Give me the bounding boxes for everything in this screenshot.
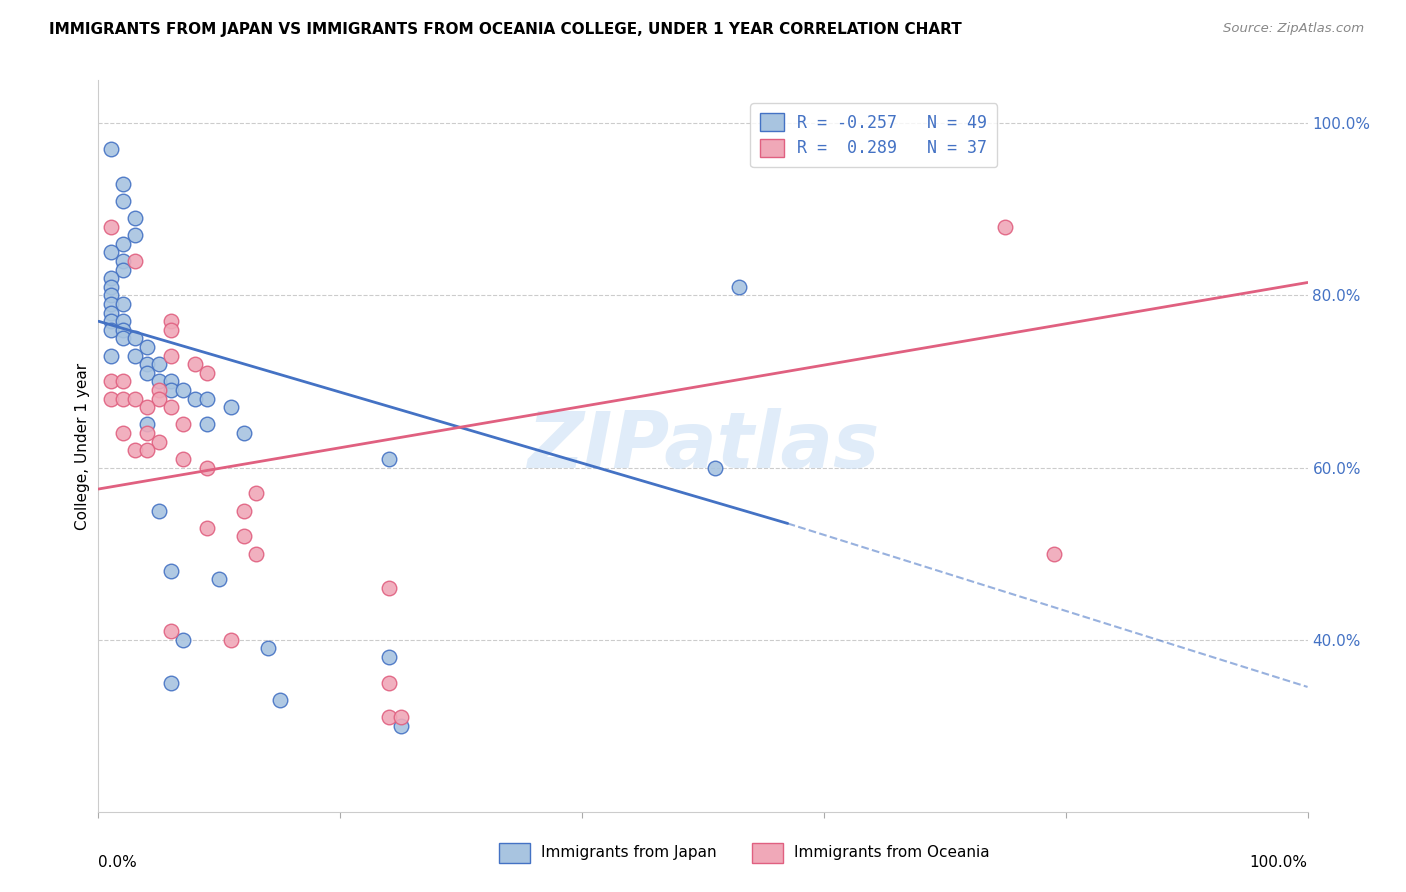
Point: [135, 417, 157, 432]
Point: [221, 632, 243, 647]
Point: [195, 521, 218, 535]
Point: [377, 710, 399, 724]
Point: [245, 486, 267, 500]
Point: [148, 503, 170, 517]
Point: [135, 340, 157, 354]
Point: [135, 443, 157, 458]
Point: [208, 573, 231, 587]
Point: [111, 254, 134, 268]
Point: [160, 323, 183, 337]
Point: [160, 624, 183, 638]
Point: [148, 375, 170, 389]
Point: [135, 366, 157, 380]
Point: [124, 254, 146, 268]
Point: [994, 219, 1017, 234]
Point: [269, 693, 291, 707]
Point: [704, 460, 727, 475]
Point: [135, 357, 157, 371]
Point: [111, 297, 134, 311]
Point: [148, 434, 170, 449]
Point: [232, 503, 254, 517]
Point: [124, 211, 146, 225]
Point: [124, 392, 146, 406]
Point: [111, 392, 134, 406]
Point: [111, 262, 134, 277]
Point: [377, 451, 399, 466]
Point: [184, 357, 207, 371]
Point: [245, 547, 267, 561]
Point: [111, 331, 134, 345]
Point: [377, 581, 399, 595]
Point: [124, 349, 146, 363]
Legend: R = -0.257   N = 49, R =  0.289   N = 37: R = -0.257 N = 49, R = 0.289 N = 37: [751, 103, 997, 167]
Point: [377, 649, 399, 664]
Y-axis label: College, Under 1 year: College, Under 1 year: [75, 362, 90, 530]
Point: [100, 323, 122, 337]
Text: ZIPatlas: ZIPatlas: [527, 408, 879, 484]
Point: [100, 219, 122, 234]
Point: [111, 375, 134, 389]
Point: [111, 194, 134, 208]
Point: [389, 719, 412, 733]
Point: [148, 383, 170, 397]
Point: [195, 460, 218, 475]
Point: [111, 314, 134, 328]
Point: [160, 401, 183, 415]
Point: [160, 314, 183, 328]
Point: [100, 288, 122, 302]
Point: [111, 426, 134, 441]
Point: [100, 392, 122, 406]
Point: [100, 375, 122, 389]
Point: [100, 297, 122, 311]
Point: [728, 280, 751, 294]
Point: [172, 632, 194, 647]
Point: [111, 236, 134, 251]
Point: [100, 305, 122, 319]
Point: [232, 529, 254, 543]
Point: [148, 357, 170, 371]
Point: [160, 675, 183, 690]
Point: [111, 177, 134, 191]
Text: 100.0%: 100.0%: [1250, 855, 1308, 870]
Point: [377, 675, 399, 690]
Point: [124, 228, 146, 243]
Point: [232, 426, 254, 441]
Point: [172, 383, 194, 397]
Point: [195, 392, 218, 406]
Point: [172, 417, 194, 432]
Point: [100, 245, 122, 260]
Point: [1042, 547, 1064, 561]
Text: Source: ZipAtlas.com: Source: ZipAtlas.com: [1223, 22, 1364, 36]
Point: [100, 314, 122, 328]
Point: [160, 375, 183, 389]
Text: IMMIGRANTS FROM JAPAN VS IMMIGRANTS FROM OCEANIA COLLEGE, UNDER 1 YEAR CORRELATI: IMMIGRANTS FROM JAPAN VS IMMIGRANTS FROM…: [49, 22, 962, 37]
Point: [256, 641, 278, 656]
Point: [148, 392, 170, 406]
Text: Immigrants from Oceania: Immigrants from Oceania: [794, 846, 990, 860]
Point: [100, 271, 122, 285]
Point: [160, 383, 183, 397]
Point: [160, 349, 183, 363]
Point: [221, 401, 243, 415]
Point: [135, 401, 157, 415]
Point: [195, 366, 218, 380]
Point: [135, 426, 157, 441]
Point: [100, 142, 122, 156]
Point: [195, 417, 218, 432]
Point: [184, 392, 207, 406]
Point: [100, 349, 122, 363]
Point: [389, 710, 412, 724]
Point: [172, 451, 194, 466]
Point: [111, 323, 134, 337]
Text: 0.0%: 0.0%: [98, 855, 138, 870]
Point: [100, 280, 122, 294]
Text: Immigrants from Japan: Immigrants from Japan: [541, 846, 717, 860]
Point: [124, 331, 146, 345]
Point: [124, 443, 146, 458]
Point: [160, 564, 183, 578]
